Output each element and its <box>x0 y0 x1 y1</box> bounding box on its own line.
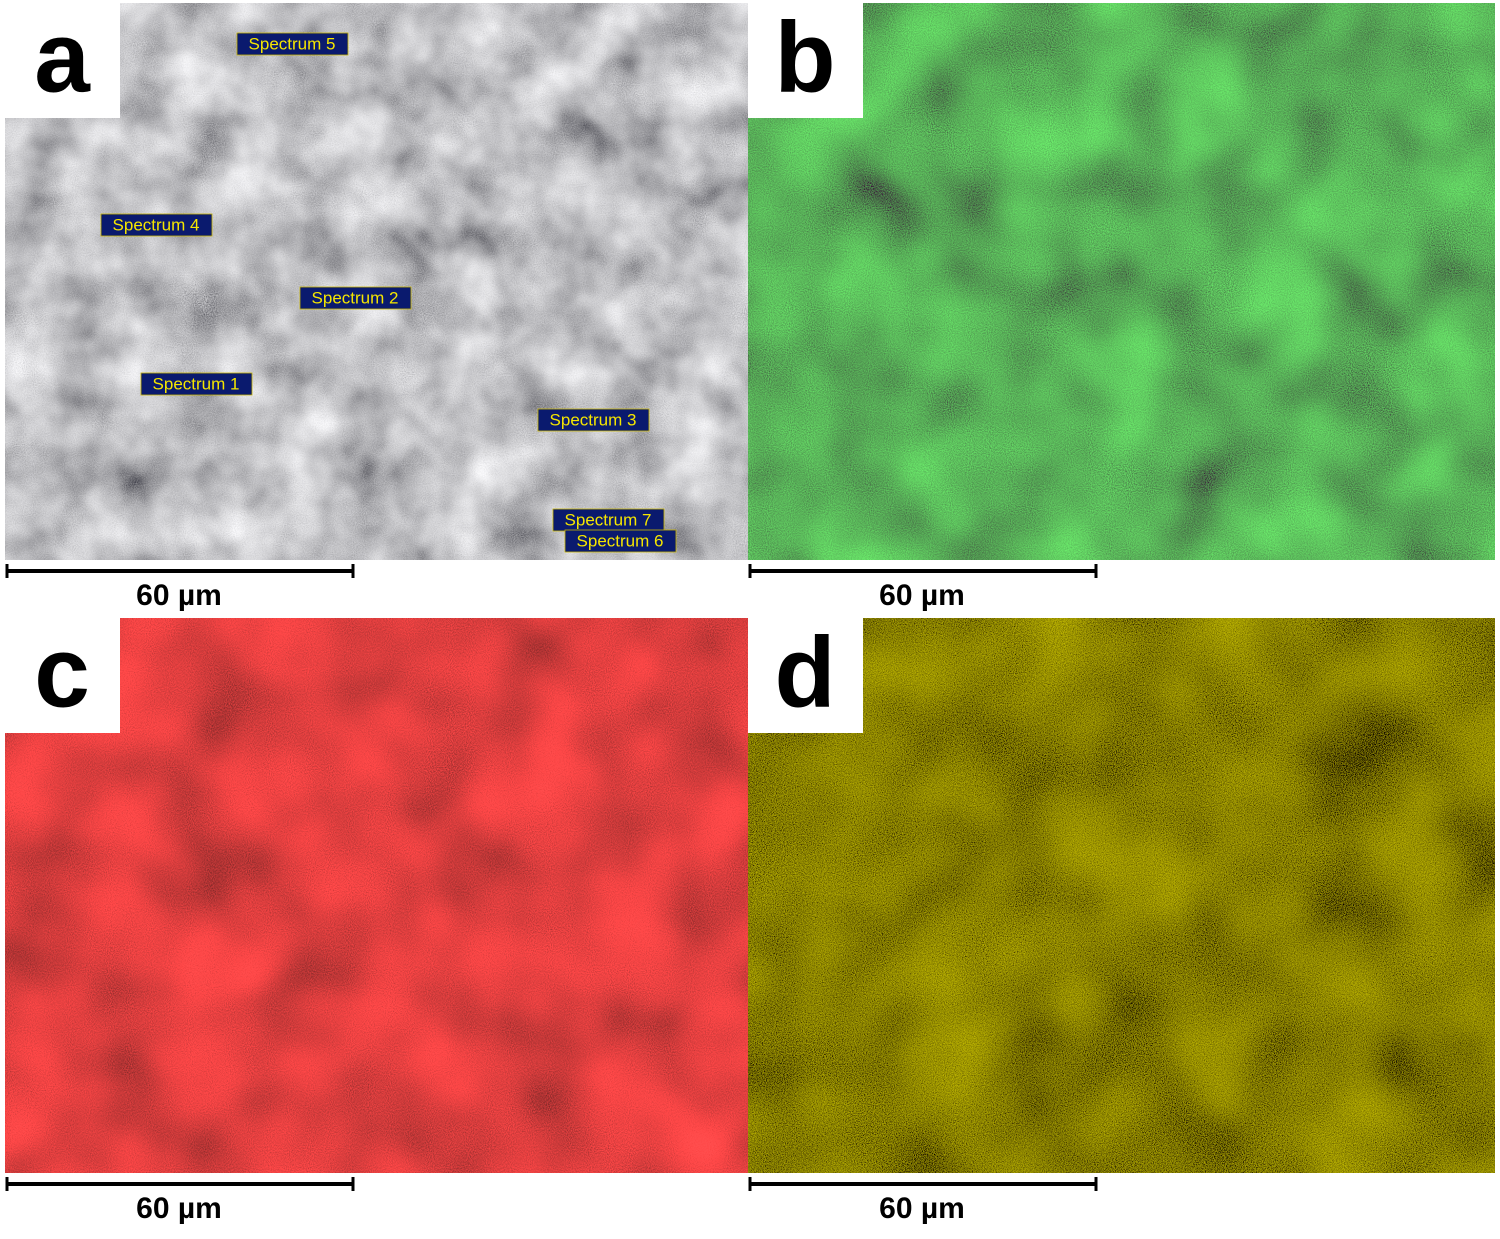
spectrum-tag <box>100 213 213 237</box>
micrograph <box>748 3 1495 560</box>
spectrum-tag <box>564 529 677 553</box>
spectrum-label: Spectrum 7 <box>565 510 652 529</box>
spectrum-label: Spectrum 5 <box>249 34 336 53</box>
spectrum-label: Spectrum 2 <box>312 288 399 307</box>
panel-label: d <box>774 616 835 728</box>
spectrum-label: Spectrum 3 <box>550 410 637 429</box>
scale-bar-label: 60 µm <box>879 1192 965 1225</box>
spectrum-tag <box>236 32 349 56</box>
scale-bar-label: 60 µm <box>879 579 965 612</box>
panel-label-box <box>5 3 120 118</box>
spectrum-tag <box>140 372 253 396</box>
panel-label: c <box>34 616 90 728</box>
micrograph <box>748 618 1495 1173</box>
panel-label-box <box>748 3 863 118</box>
spectrum-label: Spectrum 4 <box>113 215 200 234</box>
scale-bar-label: 60 µm <box>136 579 222 612</box>
scale-bar-label: 60 µm <box>136 1192 222 1225</box>
panel-label: b <box>774 1 835 113</box>
panel-label-box <box>748 618 863 733</box>
panel-label: a <box>34 1 91 113</box>
spectrum-label: Spectrum 1 <box>153 374 240 393</box>
panel-label-box <box>5 618 120 733</box>
spectrum-label: Spectrum 6 <box>577 531 664 550</box>
spectrum-tag <box>299 286 412 310</box>
micrograph <box>5 618 748 1173</box>
micrograph <box>5 3 748 560</box>
spectrum-tag <box>537 408 650 432</box>
